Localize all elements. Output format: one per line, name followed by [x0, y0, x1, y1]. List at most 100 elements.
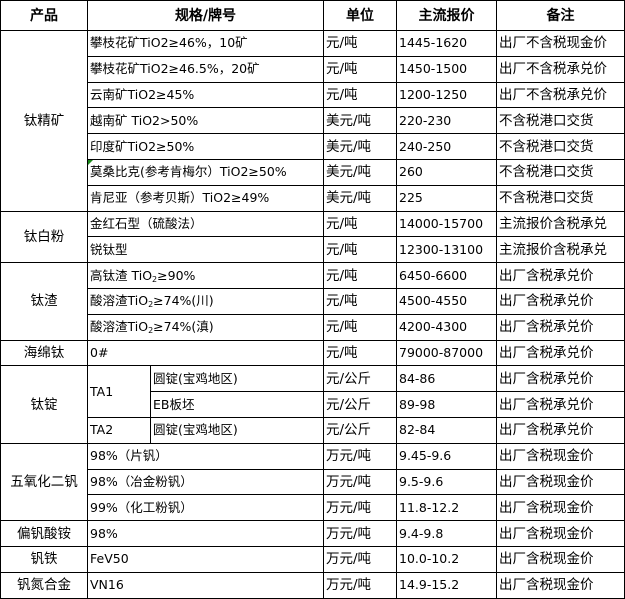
price-cell: 1445-1620 — [396, 30, 497, 57]
spec-text: 金红石型（硫酸法） — [90, 215, 203, 231]
spec-text: 0# — [90, 344, 109, 360]
header-spec: 规格/牌号 — [87, 0, 324, 31]
price-cell: 84-86 — [396, 365, 497, 393]
spec-text: VN16 — [90, 577, 124, 593]
price-cell: 11.8-12.2 — [396, 494, 497, 522]
unit-cell: 万元/吨 — [323, 571, 397, 599]
unit-cell: 元/吨 — [323, 236, 397, 264]
table-row: 莫桑比克(参考肯梅尔）TiO2≥50% 美元/吨 260 不含税港口交货 — [1, 158, 625, 186]
note-cell: 主流报价含税承兑 — [496, 236, 625, 264]
header-note: 备注 — [496, 0, 625, 31]
table-row: 98%（冶金粉钒） 万元/吨 9.5-9.6 出厂含税现金价 — [1, 468, 625, 496]
note-cell: 出厂含税现金价 — [496, 545, 625, 573]
price-cell: 4500-4550 — [396, 287, 497, 315]
unit-cell: 万元/吨 — [323, 494, 397, 522]
unit-cell: 元/吨 — [323, 313, 397, 341]
unit-cell: 万元/吨 — [323, 442, 397, 470]
note-cell: 出厂含税现金价 — [496, 468, 625, 496]
note-cell: 出厂含税承兑价 — [496, 416, 625, 444]
unit-cell: 元/公斤 — [323, 391, 397, 418]
note-cell: 出厂含税现金价 — [496, 571, 625, 599]
unit-cell: 元/吨 — [323, 339, 397, 367]
note-cell: 不含税港口交货 — [496, 133, 625, 160]
price-cell: 220-230 — [396, 107, 497, 135]
spec-cell: 金红石型（硫酸法） — [87, 210, 324, 238]
unit-cell: 元/吨 — [323, 287, 397, 315]
spec-text: 印度矿TiO2≥50% — [90, 138, 195, 154]
header-price: 主流报价 — [396, 0, 497, 31]
product-cell: 钒氮合金 — [0, 571, 88, 599]
spec-text: 攀枝花矿TiO2≥46.5%，20矿 — [90, 61, 260, 77]
comment-indicator-icon[interactable] — [88, 160, 93, 165]
product-cell: 五氧化二钒 — [0, 442, 88, 522]
table-row: 攀枝花矿TiO2≥46.5%，20矿 元/吨 1450-1500 出厂不含税承兑价 — [1, 55, 625, 83]
price-cell: 260 — [396, 158, 497, 186]
table-row: 钛渣 高钛渣 TiO2≥90% 元/吨 6450-6600 出厂含税承兑价 — [0, 262, 625, 341]
table-row: 云南矿TiO2≥45% 元/吨 1200-1250 出厂不含税承兑价 — [1, 81, 625, 109]
spec-subscript: 2 — [148, 326, 154, 336]
table-row: 酸溶渣TiO2≥74%(滇) 元/吨 4200-4300 出厂含税承兑价 — [1, 313, 625, 341]
note-cell: 不含税港口交货 — [496, 107, 625, 135]
spec-cell: 肯尼亚（参考贝斯）TiO2≥49% — [87, 184, 324, 212]
price-cell: 12300-13100 — [396, 236, 497, 264]
spec-text: 云南矿TiO2≥45% — [90, 86, 195, 102]
spec-text: 98%（片钒） — [90, 448, 168, 464]
price-cell: 9.4-9.8 — [396, 520, 497, 547]
price-cell: 240-250 — [396, 133, 497, 160]
table-row: 锐钛型 元/吨 12300-13100 主流报价含税承兑 — [1, 236, 625, 264]
note-cell: 出厂不含税承兑价 — [496, 81, 625, 109]
unit-cell: 元/吨 — [323, 30, 397, 57]
spec-cell: VN16 — [87, 571, 324, 599]
table-row: 钛白粉 金红石型（硫酸法） 元/吨 14000-15700 主流报价含税承兑 — [0, 210, 625, 264]
price-cell: 1450-1500 — [396, 55, 497, 83]
spec-text: 肯尼亚（参考贝斯）TiO2≥49% — [90, 190, 270, 206]
spec-cell: 酸溶渣TiO2≥74%(滇) — [87, 313, 324, 341]
table-row: 钛锭 TA1 圆锭(宝鸡地区) 元/公斤 84-86 出厂含税承兑价 — [0, 365, 625, 444]
spec-text: 98%（冶金粉钒） — [90, 473, 193, 489]
table-row: 酸溶渣TiO2≥74%(川) 元/吨 4500-4550 出厂含税承兑价 — [1, 287, 625, 315]
spec-text: 攀枝花矿TiO2≥46%，10矿 — [90, 35, 248, 51]
spec-cell: 98% — [87, 520, 324, 547]
unit-cell: 美元/吨 — [323, 158, 397, 186]
note-cell: 不含税港口交货 — [496, 184, 625, 212]
table-row: 钒铁 FeV50 万元/吨 10.0-10.2 出厂含税现金价 — [0, 545, 625, 573]
spec-cell: 圆锭(宝鸡地区) — [150, 365, 324, 393]
product-cell: 钛白粉 — [0, 210, 88, 264]
spec-text: 99%（化工粉钒） — [90, 499, 193, 515]
spec-cell: 攀枝花矿TiO2≥46%，10矿 — [87, 30, 324, 57]
price-cell: 10.0-10.2 — [396, 545, 497, 573]
spec-text: 酸溶渣TiO — [90, 319, 149, 335]
table-row: 钛精矿 攀枝花矿TiO2≥46%，10矿 元/吨 1445-1620 出厂不含税现金价 — [0, 30, 625, 212]
spec-cell: FeV50 — [87, 545, 324, 573]
price-cell: 4200-4300 — [396, 313, 497, 341]
spec-cell: 98%（片钒） — [87, 442, 324, 470]
grade-cell: TA2 — [87, 416, 151, 444]
note-cell: 出厂含税承兑价 — [496, 391, 625, 418]
price-cell: 79000-87000 — [396, 339, 497, 367]
unit-cell: 美元/吨 — [323, 133, 397, 160]
spec-text: ≥90% — [157, 267, 196, 283]
spec-text: 高钛渣 TiO — [90, 267, 153, 283]
spec-cell: 酸溶渣TiO2≥74%(川) — [87, 287, 324, 315]
spec-text: 酸溶渣TiO — [90, 293, 149, 309]
table-row: 五氧化二钒 98%（片钒） 万元/吨 9.45-9.6 出厂含税现金价 — [0, 442, 625, 522]
product-cell: 钛精矿 — [0, 30, 88, 212]
table-row: 肯尼亚（参考贝斯）TiO2≥49% 美元/吨 225 不含税港口交货 — [1, 184, 625, 212]
unit-cell: 美元/吨 — [323, 184, 397, 212]
unit-cell: 元/吨 — [323, 81, 397, 109]
spec-text: 莫桑比克(参考肯梅尔）TiO2≥50% — [90, 164, 287, 180]
note-cell: 出厂含税现金价 — [496, 520, 625, 547]
unit-cell: 元/吨 — [323, 262, 397, 289]
note-cell: 出厂含税承兑价 — [496, 365, 625, 393]
product-cell: 钛渣 — [0, 262, 88, 341]
header-row: 产品 规格/牌号 单位 主流报价 备注 — [0, 0, 625, 31]
unit-cell: 万元/吨 — [323, 468, 397, 496]
note-cell: 出厂不含税现金价 — [496, 30, 625, 57]
note-cell: 出厂含税现金价 — [496, 494, 625, 522]
table-row: 钒氮合金 VN16 万元/吨 14.9-15.2 出厂含税现金价 — [0, 571, 625, 599]
spec-subscript: 2 — [148, 300, 154, 310]
table-row: 偏钒酸铵 98% 万元/吨 9.4-9.8 出厂含税现金价 — [0, 520, 625, 547]
note-cell: 不含税港口交货 — [496, 158, 625, 186]
note-cell: 出厂含税承兑价 — [496, 262, 625, 289]
spec-cell: 锐钛型 — [87, 236, 324, 264]
